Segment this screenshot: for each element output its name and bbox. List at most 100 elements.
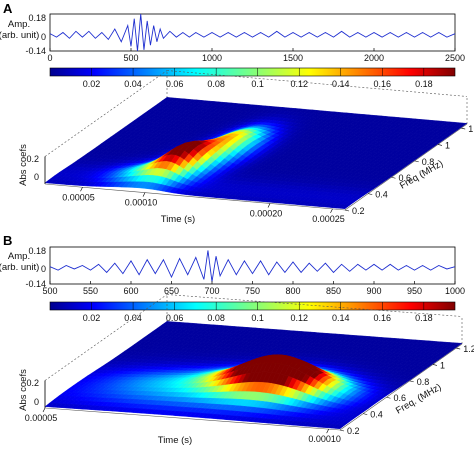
time-tick-mark xyxy=(80,187,83,192)
surface-plot-a: Abs coefs 0.2 0 Time (s) Freq (MHz) 0.00… xyxy=(18,70,474,225)
zlabel-b: Abs coefs xyxy=(18,369,29,411)
x-tick-label: 500 xyxy=(123,53,138,63)
freq-tick-label: 0.8 xyxy=(417,377,430,387)
x-tick-label: 550 xyxy=(83,286,98,296)
freq-tick-label: 0.6 xyxy=(398,173,411,183)
freq-tick-mark xyxy=(386,396,391,399)
y-tick-a-0: 0.18 xyxy=(28,13,46,23)
x-tick-label: 2000 xyxy=(364,53,384,63)
freq-tick-label: 1 xyxy=(440,360,445,370)
freq-tick-mark xyxy=(368,193,373,195)
time-tick-label: 0.00005 xyxy=(25,413,58,423)
colorbar-a: 0.02 0.04 0.06 0.08 0.1 0.12 0.14 0.16 0.18 xyxy=(49,67,456,89)
colorbar-b: 0.02 0.04 0.06 0.08 0.1 0.12 0.14 0.16 0.18 xyxy=(49,301,456,323)
y-tick-a-1: 0 xyxy=(41,32,46,42)
x-ticks-b: 500 550 600 650 700 750 800 850 900 950 1000 xyxy=(42,281,465,296)
colorbar-tick-label: 0.1 xyxy=(251,313,264,323)
freq-tick-label: 1 xyxy=(445,140,450,150)
signal-plot-b: Amp. (arb. unit) 0.18 0 -0.14 500 550 600 6… xyxy=(0,246,465,296)
x-tick-label: 900 xyxy=(366,286,381,296)
colorbar-tick-label: 0.02 xyxy=(83,313,101,323)
amp-ylabel-a-line1: Amp. xyxy=(8,19,30,30)
surface-mesh xyxy=(44,97,468,210)
colorbar-tick-label: 0.16 xyxy=(374,79,392,89)
colorbar-gradient-a xyxy=(49,67,456,77)
surface-plot-b: Abs coefs 0.2 0 Time (s) Freq. (MHz) 0.0… xyxy=(18,294,474,446)
z-tick-b-0: 0.2 xyxy=(26,378,39,388)
x-tick-label: 750 xyxy=(245,286,260,296)
x-tick-label: 1500 xyxy=(283,53,303,63)
colorbar-tick-label: 0.02 xyxy=(83,79,101,89)
colorbar-gradient-b xyxy=(49,301,456,311)
colorbar-tick-label: 0.18 xyxy=(415,79,433,89)
x-tick-label: 800 xyxy=(285,286,300,296)
z-tick-a-0: 0.2 xyxy=(26,154,39,164)
x-tick-label: 600 xyxy=(123,286,138,296)
colorbar-tick-label: 0.06 xyxy=(166,79,184,89)
x-tick-label: 650 xyxy=(164,286,179,296)
freq-tick-mark xyxy=(437,144,443,146)
time-tick-mark xyxy=(42,407,46,413)
freq-tick-label: 1.2 xyxy=(468,124,474,134)
colorbar-tick-label: 0.08 xyxy=(207,79,225,89)
colorbar-tick-label: 0.14 xyxy=(332,79,350,89)
signal-plot-a: Amp. (arb. unit) 0.18 0 -0.14 0 500 1000 15… xyxy=(0,13,465,63)
freq-tick-label: 0.2 xyxy=(352,206,365,216)
y-tick-a-2: -0.14 xyxy=(25,46,46,56)
freq-tick-label: 0.2 xyxy=(347,426,360,436)
y-tick-b-2: -0.14 xyxy=(25,279,46,289)
freq-tick-label: 0.6 xyxy=(393,393,406,403)
colorbar-tick-label: 0.18 xyxy=(415,313,433,323)
panel-letter-b: B xyxy=(3,233,12,248)
colorbar-tick-label: 0.12 xyxy=(290,313,308,323)
freq-tick-mark xyxy=(432,364,438,366)
time-tick-label: 0.00010 xyxy=(125,198,158,208)
y-tick-b-1: 0 xyxy=(41,264,46,274)
colorbar-ticks-b: 0.02 0.04 0.06 0.08 0.1 0.12 0.14 0.16 0.18 xyxy=(83,302,433,323)
amp-ylabel-a-line2: (arb. unit) xyxy=(0,30,39,41)
time-tick-label: 0.00020 xyxy=(250,209,283,219)
colorbar-tick-label: 0.14 xyxy=(332,313,350,323)
x-tick-label: 2500 xyxy=(445,53,465,63)
colorbar-tick-label: 0.06 xyxy=(166,313,184,323)
freq-tick-mark xyxy=(339,429,345,432)
signal-axes-box-b xyxy=(49,246,456,285)
freq-tick-label: 0.8 xyxy=(422,157,435,167)
freq-tick-label: 0.4 xyxy=(375,190,388,200)
time-label-b: Time (s) xyxy=(158,435,192,446)
freq-tick-mark xyxy=(461,127,466,130)
x-tick-label: 0 xyxy=(47,53,52,63)
x-tick-label: 1000 xyxy=(445,286,465,296)
panel-b: B Amp. (arb. unit) 0.18 0 -0.14 500 550 60… xyxy=(0,233,474,446)
surface-mesh xyxy=(44,321,463,430)
freq-tick-label: 0.4 xyxy=(370,410,383,420)
time-tick-mark xyxy=(142,192,146,197)
amp-ylabel-b-line2: (arb. unit) xyxy=(0,262,39,273)
zlabel-a: Abs coefs xyxy=(18,144,29,186)
freq-tick-mark xyxy=(391,176,396,179)
colorbar-tick-label: 0.1 xyxy=(251,79,264,89)
time-tick-label: 0.00025 xyxy=(312,214,345,224)
time-label-a: Time (s) xyxy=(161,214,195,225)
time-tick-label: 0.00010 xyxy=(308,434,341,444)
colorbar-tick-label: 0.04 xyxy=(124,313,142,323)
time-tick-mark xyxy=(267,203,271,208)
z-tick-b-1: 0 xyxy=(34,397,39,407)
freq-tick-mark xyxy=(344,209,350,212)
freq-tick-label: 1.2 xyxy=(463,344,474,354)
amp-ylabel-b-line1: Amp. xyxy=(8,251,30,262)
y-tick-b-0: 0.18 xyxy=(28,246,46,256)
freq-tick-mark xyxy=(414,160,419,163)
x-tick-label: 950 xyxy=(407,286,422,296)
panel-a: A Amp. (arb. unit) 0.18 0 -0.14 0 500 1000… xyxy=(0,1,474,225)
x-tick-label: 850 xyxy=(326,286,341,296)
signal-series-a xyxy=(49,13,456,52)
time-tick-mark xyxy=(326,429,329,434)
colorbar-tick-label: 0.08 xyxy=(207,313,225,323)
colorbar-tick-label: 0.16 xyxy=(374,313,392,323)
freq-tick-mark xyxy=(363,413,368,415)
z-tick-a-1: 0 xyxy=(34,172,39,182)
colorbar-ticks-a: 0.02 0.04 0.06 0.08 0.1 0.12 0.14 0.16 0.18 xyxy=(83,68,433,89)
x-ticks-a: 0 500 1000 1500 2000 2500 xyxy=(47,48,465,63)
signal-axes-box-a xyxy=(49,13,456,52)
